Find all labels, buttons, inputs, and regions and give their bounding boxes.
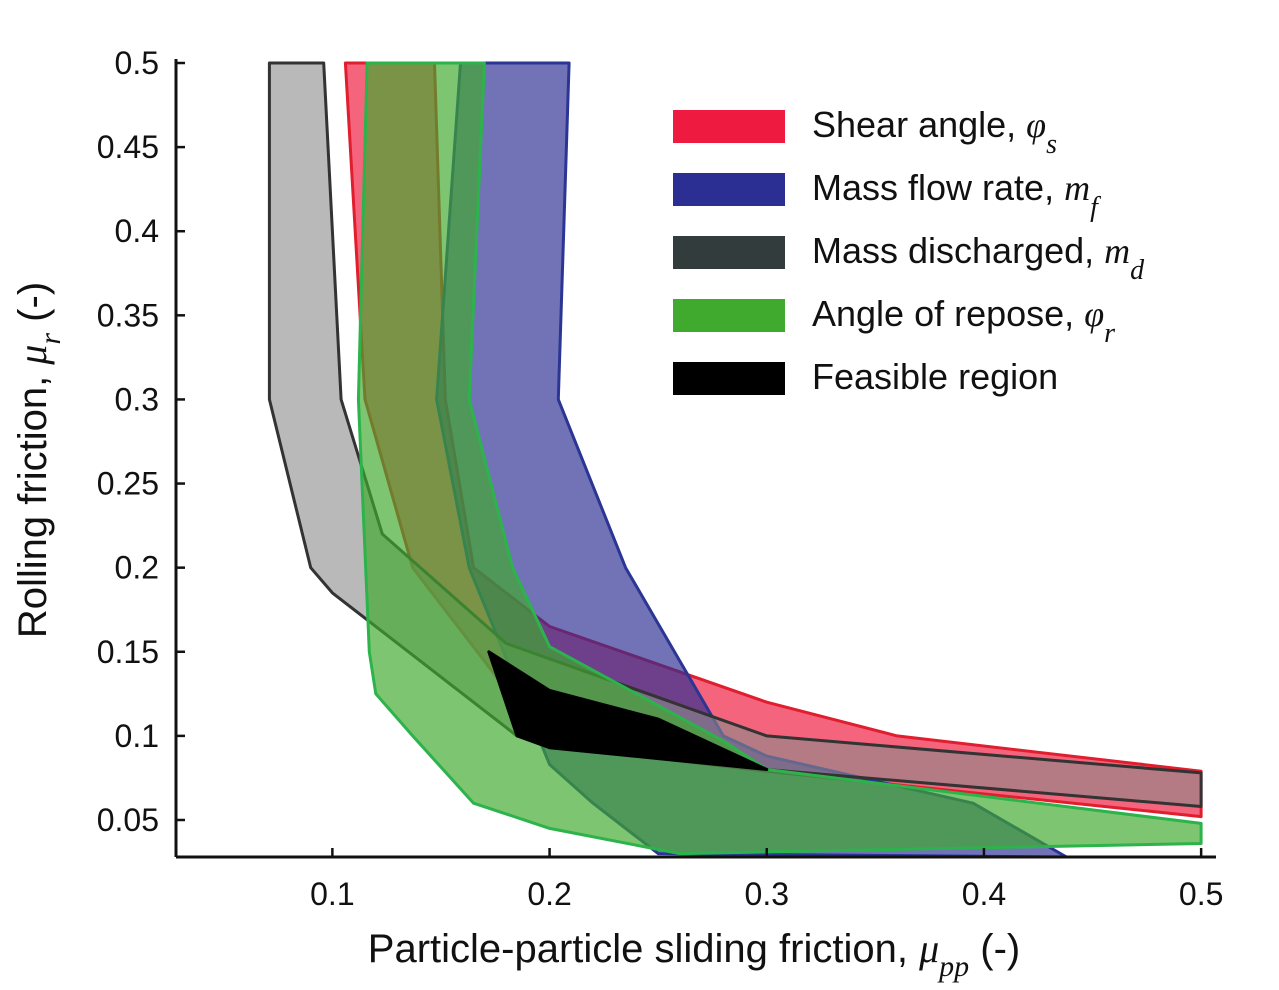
y-axis-subscript: r xyxy=(34,333,67,345)
y-tick-label: 0.5 xyxy=(115,45,159,81)
y-tick-label: 0.25 xyxy=(97,466,159,502)
legend-label: Mass discharged, md xyxy=(812,230,1145,286)
y-axis-title-text: Rolling friction, xyxy=(11,365,55,638)
x-axis-title-text: Particle-particle sliding friction, xyxy=(368,927,919,971)
y-tick-label: 0.05 xyxy=(97,802,159,838)
series-layer xyxy=(267,61,1203,857)
series-area-feasible-region xyxy=(487,650,769,771)
legend-label: Feasible region xyxy=(812,356,1058,397)
y-tick-label: 0.3 xyxy=(115,381,159,417)
x-axis-symbol: μ xyxy=(918,926,939,971)
y-tick-label: 0.35 xyxy=(97,297,159,333)
legend-label: Angle of repose, φr xyxy=(812,293,1115,349)
x-tick-label: 0.4 xyxy=(962,876,1006,912)
x-axis-title: Particle-particle sliding friction, μpp … xyxy=(368,926,1020,983)
x-tick-label: 0.2 xyxy=(527,876,571,912)
y-tick-label: 0.45 xyxy=(97,129,159,165)
y-axis-unit: (-) xyxy=(11,282,55,333)
legend-swatch xyxy=(673,110,785,143)
legend: Shear angle, φs Mass flow rate, mf Mass di… xyxy=(673,104,1145,397)
y-tick-label: 0.1 xyxy=(115,718,159,754)
y-axis-symbol: μ xyxy=(10,345,55,366)
x-axis-subscript: pp xyxy=(937,950,969,983)
y-tick-label: 0.15 xyxy=(97,634,159,670)
legend-swatch xyxy=(673,299,785,332)
legend-label: Mass flow rate, mf xyxy=(812,167,1101,223)
series-area-angle-of-repose xyxy=(356,61,1203,856)
legend-label: Shear angle, φs xyxy=(812,104,1057,160)
x-tick-label: 0.3 xyxy=(745,876,789,912)
axes-layer: 0.1 0.2 0.3 0.4 0.5 0.05 0.1 0.15 0.2 0.25 0.3 0.35… xyxy=(97,45,1224,912)
y-axis-title: Rolling friction, μr (-) xyxy=(10,282,67,638)
x-axis-unit: (-) xyxy=(969,927,1020,971)
y-tick-label: 0.4 xyxy=(115,213,159,249)
legend-swatch xyxy=(673,173,785,206)
y-tick-label: 0.2 xyxy=(115,550,159,586)
legend-swatch xyxy=(673,362,785,395)
series-area-mass-discharged xyxy=(267,61,1203,808)
x-tick-label: 0.1 xyxy=(310,876,354,912)
x-tick-label: 0.5 xyxy=(1179,876,1223,912)
legend-swatch xyxy=(673,236,785,269)
